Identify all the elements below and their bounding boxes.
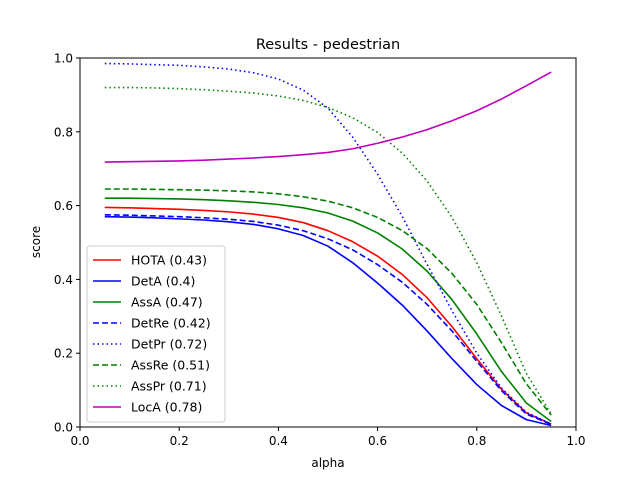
y-tick-label: 0.8 xyxy=(54,125,73,139)
y-tick-label: 0.2 xyxy=(54,347,73,361)
legend-label: DetPr (0.72) xyxy=(131,337,207,352)
x-axis: 0.0 0.2 0.4 0.6 0.8 1.0 xyxy=(70,427,586,448)
legend-label: AssPr (0.71) xyxy=(131,379,207,394)
x-tick-label: 0.6 xyxy=(368,434,387,448)
y-tick-label: 1.0 xyxy=(54,52,73,66)
series-line-2 xyxy=(104,197,552,423)
plot-frame xyxy=(79,57,577,428)
legend-label: AssA (0.47) xyxy=(131,295,203,310)
chart-title: Results - pedestrian xyxy=(256,37,400,53)
y-axis-label: score xyxy=(29,226,43,258)
x-tick-label: 0.2 xyxy=(170,434,189,448)
legend-label: DetA (0.4) xyxy=(131,274,195,289)
y-tick-label: 0.0 xyxy=(54,421,73,435)
series-line-0 xyxy=(104,206,552,425)
plot-area xyxy=(104,62,552,427)
y-axis: 0.0 0.2 0.4 0.6 0.8 1.0 xyxy=(54,52,80,435)
x-axis-label: alpha xyxy=(311,456,344,470)
y-tick-label: 0.4 xyxy=(54,273,73,287)
x-tick-label: 1.0 xyxy=(566,434,585,448)
series-line-7 xyxy=(104,71,552,163)
legend-label: LocA (0.78) xyxy=(131,400,202,415)
x-tick-label: 0.0 xyxy=(70,434,89,448)
legend: HOTA (0.43) DetA (0.4) AssA (0.47) DetRe (0… xyxy=(86,245,226,423)
legend-label: AssRe (0.51) xyxy=(131,358,210,373)
series-line-5 xyxy=(104,188,552,416)
legend-label: HOTA (0.43) xyxy=(131,253,207,268)
legend-label: DetRe (0.42) xyxy=(131,316,211,331)
x-tick-label: 0.4 xyxy=(269,434,288,448)
series-line-3 xyxy=(104,214,552,426)
x-tick-label: 0.8 xyxy=(467,434,486,448)
series-line-1 xyxy=(104,215,552,427)
legend-box xyxy=(86,245,226,423)
series-line-6 xyxy=(104,86,552,415)
y-tick-label: 0.6 xyxy=(54,199,73,213)
